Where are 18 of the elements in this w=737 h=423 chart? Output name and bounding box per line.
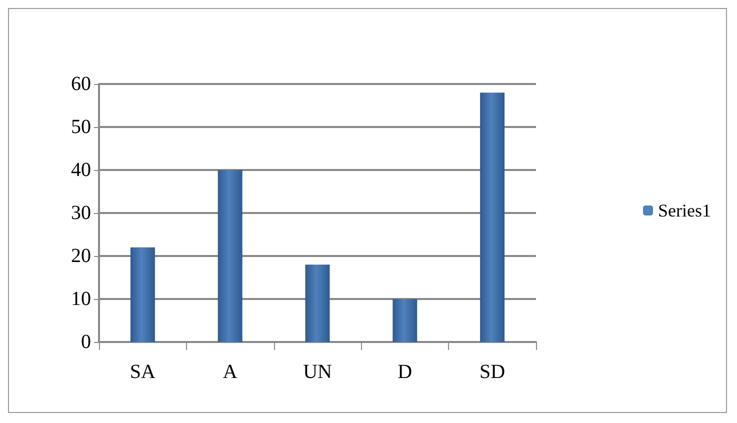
y-tick-label: 50 [71, 116, 91, 138]
x-tick-label: D [398, 361, 412, 383]
x-tick-label: UN [303, 361, 332, 383]
bar [130, 247, 155, 342]
x-tick-label: SA [130, 361, 156, 383]
y-tick-label: 10 [71, 288, 91, 310]
legend-label: Series1 [658, 200, 712, 220]
bar [480, 92, 505, 342]
x-tick-label: A [222, 361, 238, 383]
x-tick-label: SD [480, 361, 506, 383]
y-tick-label: 60 [71, 73, 91, 95]
y-tick-label: 30 [71, 202, 91, 224]
y-tick-label: 40 [71, 159, 91, 181]
y-tick-label: 20 [71, 245, 91, 267]
bar [218, 170, 242, 342]
y-tick-label: 0 [81, 331, 91, 353]
bar [305, 264, 330, 342]
bar [392, 299, 418, 342]
